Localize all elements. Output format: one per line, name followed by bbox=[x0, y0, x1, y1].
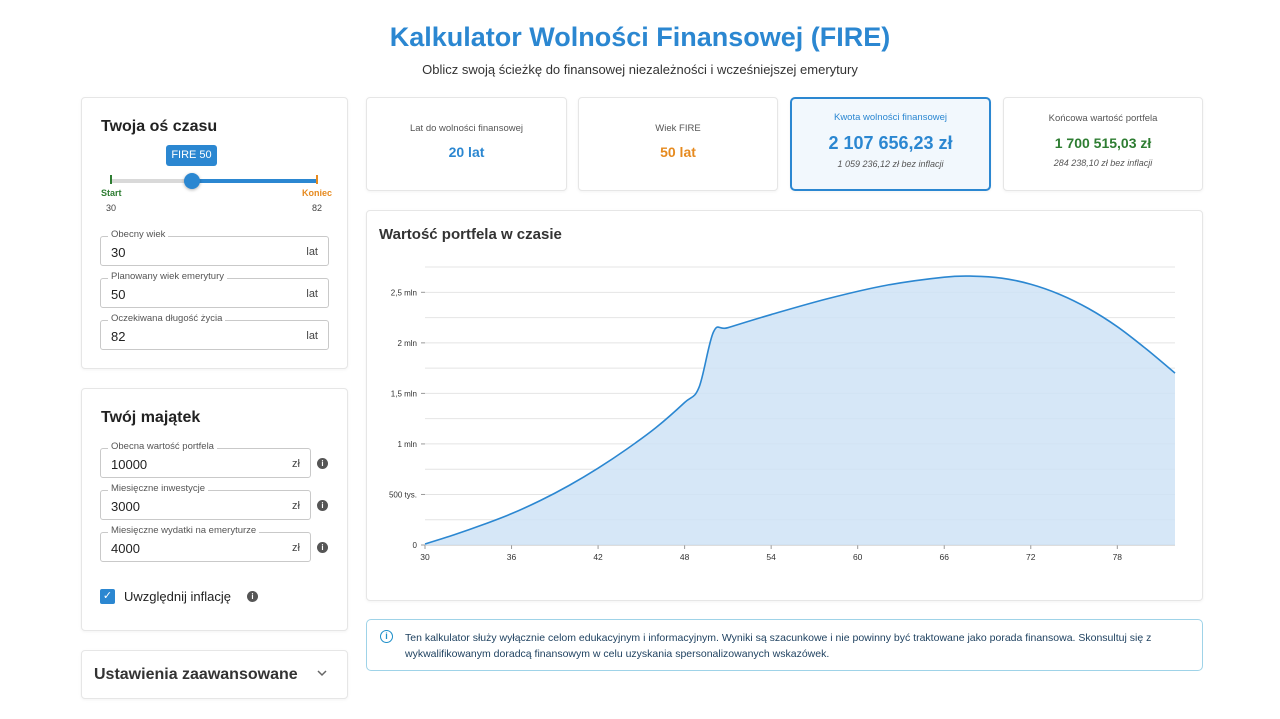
timeline-title: Twoja oś czasu bbox=[101, 118, 218, 135]
stat-value: 50 lat bbox=[660, 144, 696, 160]
current-age-label: Obecny wiek bbox=[108, 229, 169, 240]
life-expectancy-label: Oczekiwana długość życia bbox=[108, 313, 226, 324]
stat-value: 1 700 515,03 zł bbox=[1054, 135, 1152, 151]
chart-card bbox=[366, 210, 1203, 601]
portfolio-value-unit: zł bbox=[292, 458, 300, 470]
timeline-start-label: Start bbox=[101, 188, 122, 198]
current-age-input[interactable]: 30 bbox=[111, 245, 126, 260]
fire-age-bubble: FIRE 50 bbox=[166, 145, 217, 166]
current-age-field[interactable]: Obecny wiek 30 lat bbox=[100, 229, 329, 266]
info-icon[interactable]: i bbox=[317, 500, 328, 511]
retirement-expenses-label: Miesięczne wydatki na emeryturze bbox=[108, 525, 260, 536]
disclaimer-box bbox=[366, 619, 1203, 671]
timeline-slider[interactable] bbox=[110, 173, 320, 189]
info-icon[interactable]: i bbox=[317, 542, 328, 553]
portfolio-value-input[interactable]: 10000 bbox=[111, 457, 148, 472]
end-marker bbox=[316, 175, 318, 184]
life-expectancy-field[interactable]: Oczekiwana długość życia 82 lat bbox=[100, 313, 329, 350]
advanced-settings-card[interactable] bbox=[81, 650, 348, 699]
life-expectancy-input[interactable]: 82 bbox=[111, 329, 126, 344]
life-expectancy-unit: lat bbox=[306, 330, 318, 342]
stat-card-fire-age: Wiek FIRE 50 lat bbox=[578, 97, 778, 191]
assets-title: Twój majątek bbox=[101, 409, 201, 426]
retirement-age-unit: lat bbox=[306, 288, 318, 300]
slider-track bbox=[110, 179, 192, 183]
stat-sub: 284 238,10 zł bez inflacji bbox=[1053, 158, 1153, 168]
retirement-expenses-unit: zł bbox=[292, 542, 300, 554]
slider-track-active bbox=[192, 179, 318, 183]
retirement-expenses-input[interactable]: 4000 bbox=[111, 541, 140, 556]
stat-label: Kwota wolności finansowej bbox=[833, 112, 947, 123]
chart-title: Wartość portfela w czasie bbox=[379, 226, 562, 243]
inflation-label[interactable]: Uwzględnij inflację bbox=[124, 589, 231, 604]
current-age-unit: lat bbox=[306, 246, 318, 258]
stat-card-final-value: Końcowa wartość portfela 1 700 515,03 zł… bbox=[1003, 97, 1203, 191]
page-title: Kalkulator Wolności Finansowej (FIRE) bbox=[389, 22, 891, 52]
monthly-investment-unit: zł bbox=[292, 500, 300, 512]
info-icon[interactable]: i bbox=[317, 458, 328, 469]
monthly-investment-label: Miesięczne inwestycje bbox=[108, 483, 208, 494]
chevron-down-icon[interactable] bbox=[316, 667, 328, 682]
stat-sub: 1 059 236,12 zł bez inflacji bbox=[837, 159, 944, 169]
stat-label: Wiek FIRE bbox=[655, 123, 701, 134]
page-subtitle: Oblicz swoją ścieżkę do finansowej nieza… bbox=[422, 62, 858, 77]
stat-card-years: Lat do wolności finansowej 20 lat bbox=[366, 97, 567, 191]
portfolio-value-label: Obecna wartość portfela bbox=[108, 441, 217, 452]
stat-value: 2 107 656,23 zł bbox=[828, 133, 953, 153]
start-marker bbox=[110, 175, 112, 184]
retirement-age-input[interactable]: 50 bbox=[111, 287, 126, 302]
timeline-start-value: 30 bbox=[106, 203, 117, 213]
timeline-end-value: 82 bbox=[312, 203, 323, 213]
info-icon[interactable]: i bbox=[247, 591, 258, 602]
stat-label: Lat do wolności finansowej bbox=[409, 123, 523, 134]
timeline-end-label: Koniec bbox=[302, 188, 333, 198]
inflation-checkbox[interactable]: ✓ bbox=[100, 589, 115, 604]
stat-card-fire-amount: Kwota wolności finansowej 2 107 656,23 z… bbox=[790, 97, 991, 191]
monthly-investment-input[interactable]: 3000 bbox=[111, 499, 140, 514]
retirement-expenses-field[interactable]: Miesięczne wydatki na emeryturze 4000 zł bbox=[100, 525, 311, 562]
advanced-settings-title[interactable]: Ustawienia zaawansowane bbox=[94, 666, 298, 683]
info-circle-icon: i bbox=[380, 630, 393, 643]
monthly-investment-field[interactable]: Miesięczne inwestycje 3000 zł bbox=[100, 483, 311, 520]
retirement-age-field[interactable]: Planowany wiek emerytury 50 lat bbox=[100, 271, 329, 308]
portfolio-value-field[interactable]: Obecna wartość portfela 10000 zł bbox=[100, 441, 311, 478]
disclaimer-text: Ten kalkulator służy wyłącznie celom edu… bbox=[405, 632, 1152, 660]
stat-value: 20 lat bbox=[448, 144, 485, 160]
slider-thumb[interactable] bbox=[184, 173, 200, 189]
retirement-age-label: Planowany wiek emerytury bbox=[108, 271, 227, 282]
stat-label: Końcowa wartość portfela bbox=[1048, 113, 1158, 124]
